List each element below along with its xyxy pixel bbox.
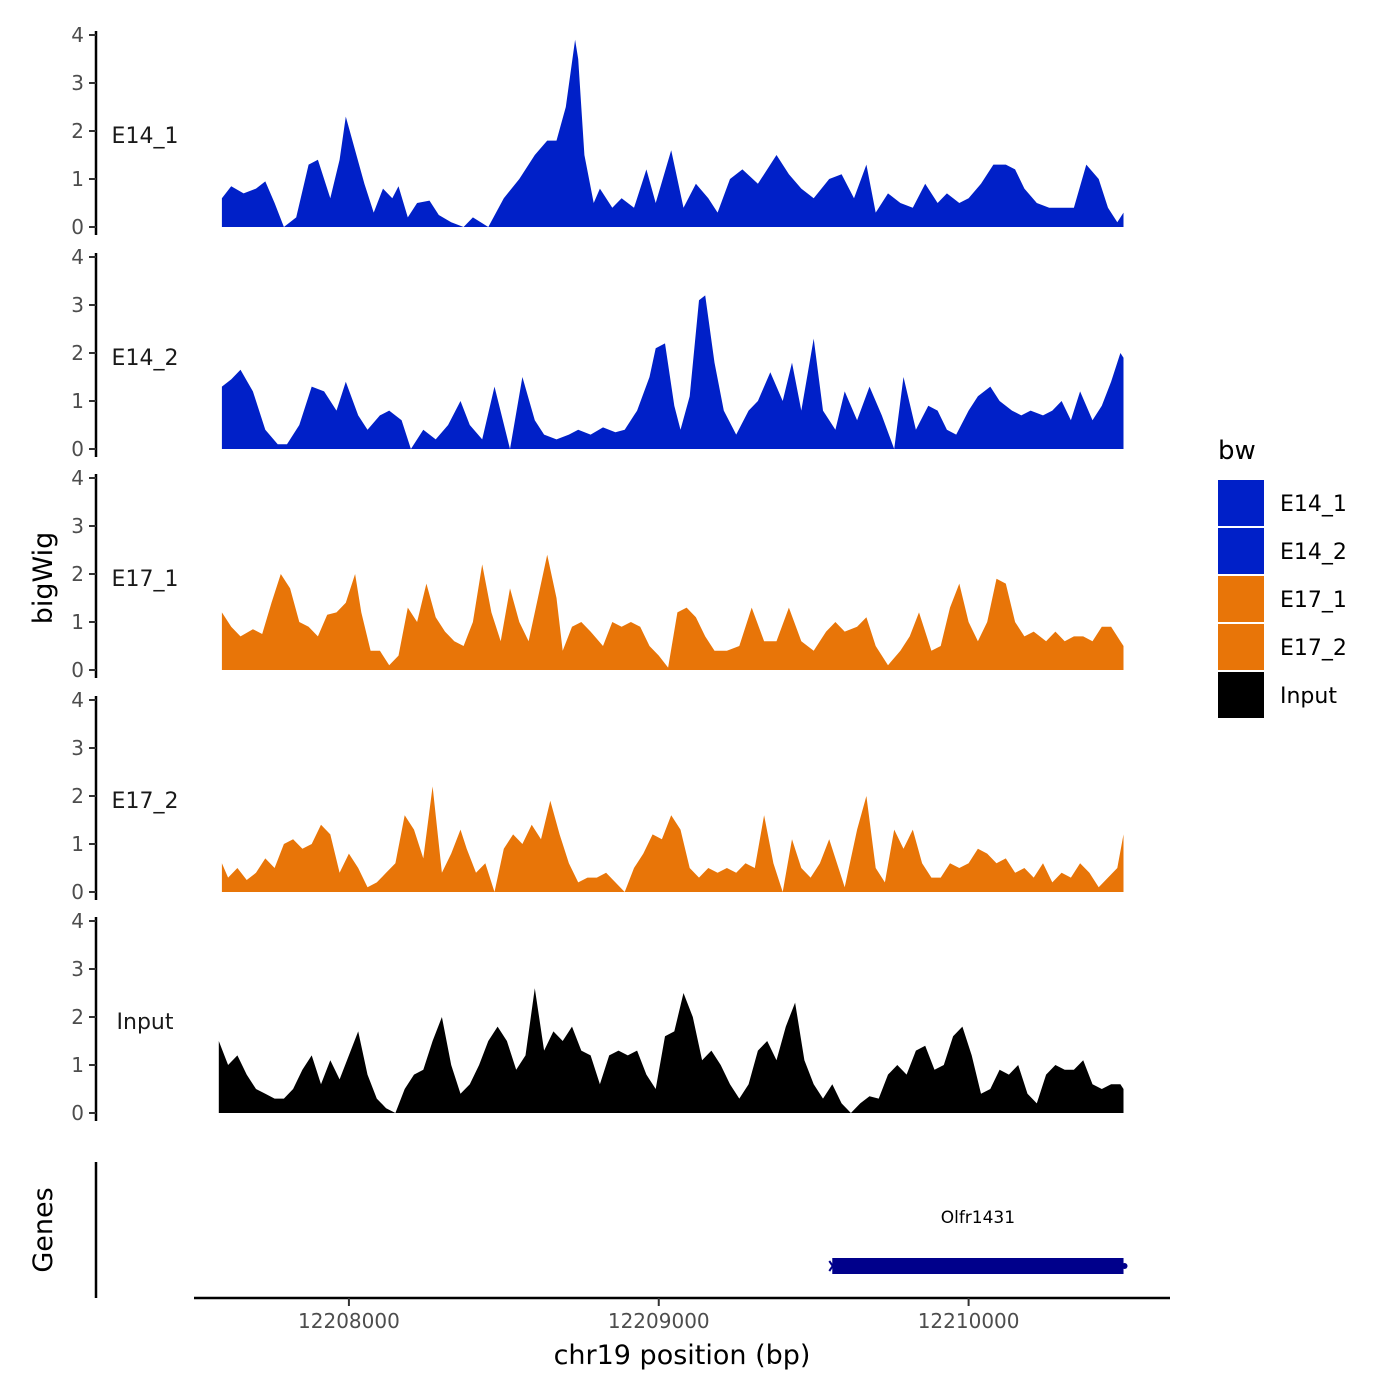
- y-tick-label: 2: [71, 341, 84, 365]
- y-tick-label: 0: [71, 658, 84, 682]
- gene-strand-marker: [828, 1260, 838, 1272]
- x-tick-label: 12209000: [608, 1309, 710, 1333]
- track-E17_1: 0 1 2 3 4 E17_1: [71, 466, 1124, 682]
- y-axis-title: bigWig: [28, 532, 59, 625]
- y-tick-label: 1: [71, 832, 84, 856]
- y-tick-label: 3: [71, 293, 84, 317]
- x-axis: 12208000 12209000 12210000: [194, 1296, 1170, 1333]
- y-tick-label: 4: [71, 909, 84, 933]
- genes-track: Olfr1431: [94, 1162, 1128, 1298]
- x-tick-label: 12210000: [918, 1309, 1020, 1333]
- y-tick-label: 1: [71, 1053, 84, 1077]
- track-label-E17_2: E17_2: [112, 789, 179, 814]
- track-E14_1: 0 1 2 3 4 E14_1: [71, 23, 1124, 239]
- signal-area-Input: [218, 988, 1124, 1113]
- legend-label-Input: Input: [1280, 684, 1337, 709]
- signal-area-E17_1: [221, 554, 1124, 670]
- y-tick-label: 4: [71, 466, 84, 490]
- y-tick-label: 2: [71, 119, 84, 143]
- signal-tracks: 0 1 2 3 4 E14_1 0 1 2 3 4 E14_2 0 1 2 3 4 E17_1 0 1 2 3 4 E17_2…: [71, 23, 1124, 1125]
- y-tick-label: 0: [71, 880, 84, 904]
- signal-area-E14_1: [221, 39, 1124, 227]
- track-E14_2: 0 1 2 3 4 E14_2: [71, 245, 1124, 461]
- y-tick-label: 3: [71, 736, 84, 760]
- legend-swatch-E17_2: [1218, 624, 1264, 670]
- track-label-E17_1: E17_1: [112, 567, 179, 592]
- gene-body-Olfr1431: [832, 1258, 1124, 1274]
- y-tick-label: 4: [71, 23, 84, 47]
- legend-label-E17_1: E17_1: [1280, 588, 1347, 613]
- y-tick-label: 1: [71, 389, 84, 413]
- y-tick-label: 1: [71, 610, 84, 634]
- legend: bw E14_1 E14_2 E17_1 E17_2 Input: [1218, 436, 1347, 718]
- y-tick-label: 3: [71, 957, 84, 981]
- legend-swatch-E14_2: [1218, 528, 1264, 574]
- gene-end-marker: [1121, 1263, 1128, 1269]
- gene-label-Olfr1431: Olfr1431: [941, 1208, 1015, 1228]
- y-tick-label: 2: [71, 784, 84, 808]
- legend-label-E17_2: E17_2: [1280, 636, 1347, 661]
- y-tick-label: 4: [71, 245, 84, 269]
- legend-title: bw: [1218, 436, 1256, 466]
- legend-swatch-E17_1: [1218, 576, 1264, 622]
- y-tick-label: 0: [71, 215, 84, 239]
- signal-area-E17_2: [221, 786, 1124, 892]
- y-tick-label: 3: [71, 514, 84, 538]
- track-label-Input: Input: [117, 1010, 174, 1035]
- x-tick-label: 12208000: [298, 1309, 400, 1333]
- track-Input: 0 1 2 3 4 Input: [71, 909, 1124, 1125]
- legend-swatch-E14_1: [1218, 480, 1264, 526]
- y-tick-label: 4: [71, 688, 84, 712]
- track-label-E14_2: E14_2: [112, 346, 179, 371]
- y-tick-label: 0: [71, 437, 84, 461]
- y-tick-label: 3: [71, 71, 84, 95]
- y-tick-label: 1: [71, 167, 84, 191]
- y-tick-label: 2: [71, 1005, 84, 1029]
- x-axis-title: chr19 position (bp): [554, 1340, 811, 1371]
- signal-area-E14_2: [221, 295, 1124, 449]
- track-label-E14_1: E14_1: [112, 124, 179, 149]
- legend-swatch-Input: [1218, 672, 1264, 718]
- legend-label-E14_1: E14_1: [1280, 492, 1347, 517]
- legend-label-E14_2: E14_2: [1280, 540, 1347, 565]
- track-E17_2: 0 1 2 3 4 E17_2: [71, 688, 1124, 904]
- y-tick-label: 2: [71, 562, 84, 586]
- genes-track-title: Genes: [28, 1187, 59, 1272]
- y-tick-label: 0: [71, 1101, 84, 1125]
